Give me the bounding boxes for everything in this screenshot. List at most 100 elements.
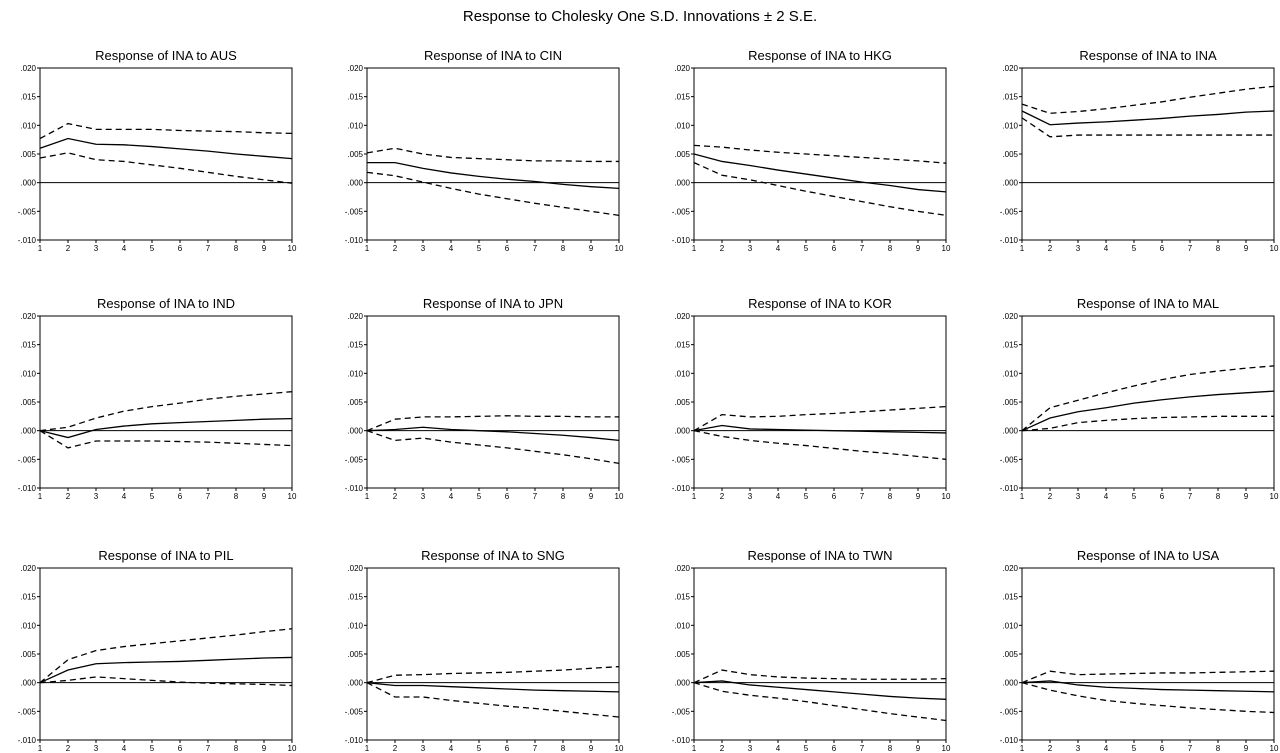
panel-7: Response of INA to KOR .020 .015 .010 .005 .0… [672, 296, 951, 501]
x-tick-label: 1 [1020, 244, 1025, 253]
x-tick-label: 6 [505, 492, 510, 501]
y-tick-label: -.005 [672, 207, 691, 216]
y-tick-label: .015 [1002, 341, 1018, 350]
x-tick-label: 1 [692, 744, 697, 753]
x-tick-label: 10 [1270, 492, 1279, 501]
x-tick-label: 2 [720, 244, 725, 253]
y-tick-label: .015 [20, 93, 36, 102]
upper-band-line [366, 147, 619, 163]
x-tick-label: 8 [561, 492, 566, 501]
x-tick-label: 9 [589, 244, 594, 253]
x-tick-label: 4 [122, 744, 127, 753]
plot-frame [693, 67, 947, 241]
lower-band-line [693, 682, 947, 722]
x-tick-label: 7 [860, 244, 865, 253]
x-tick-label: 2 [66, 492, 71, 501]
y-tick-label: .020 [1002, 312, 1018, 321]
lower-band-line [39, 152, 293, 184]
upper-band-line [366, 665, 620, 684]
y-tick-label: .015 [20, 341, 36, 350]
x-tick-label: 7 [533, 744, 538, 753]
x-tick-label: 5 [804, 744, 809, 753]
x-tick-label: 4 [1104, 492, 1109, 501]
y-tick-label: .015 [347, 341, 363, 350]
panel-8: Response of INA to MAL .020 .015 .010 .005 .0… [1000, 296, 1279, 501]
y-tick-label: .015 [20, 593, 36, 602]
plot-frame [39, 315, 293, 489]
x-tick-label: 6 [1160, 492, 1165, 501]
y-tick-label: .020 [347, 64, 363, 73]
y-tick-label: -.005 [18, 707, 37, 716]
x-tick-label: 9 [262, 244, 267, 253]
x-tick-label: 5 [150, 492, 155, 501]
y-tick-label: .015 [347, 93, 363, 102]
x-tick-label: 8 [561, 244, 566, 253]
x-tick-label: 9 [916, 744, 921, 753]
y-tick-label: .020 [674, 564, 690, 573]
plot-frame [39, 67, 293, 241]
lower-band-line [366, 171, 620, 216]
x-tick-label: 9 [1244, 744, 1249, 753]
panel-title: Response of INA to INA [1079, 48, 1217, 63]
x-tick-label: 5 [1132, 744, 1137, 753]
x-tick-label: 1 [1020, 492, 1025, 501]
upper-band-line [1021, 85, 1275, 114]
x-tick-label: 4 [1104, 744, 1109, 753]
x-tick-label: 4 [776, 244, 781, 253]
panel-4: Response of INA to INA .020 .015 .010 .005 .0… [1000, 48, 1279, 253]
x-tick-label: 2 [720, 744, 725, 753]
x-tick-label: 6 [178, 244, 183, 253]
y-tick-label: -.005 [672, 455, 691, 464]
y-tick-label: -.005 [345, 207, 364, 216]
panel-title: Response of INA to SNG [421, 548, 565, 563]
panel-title: Response of INA to CIN [424, 48, 562, 63]
x-tick-label: 9 [262, 744, 267, 753]
x-tick-label: 7 [1188, 244, 1193, 253]
panel-title: Response of INA to PIL [98, 548, 233, 563]
y-tick-label: -.010 [672, 484, 691, 493]
x-tick-label: 6 [178, 492, 183, 501]
panel-title: Response of INA to USA [1077, 548, 1220, 563]
y-tick-label: -.010 [345, 484, 364, 493]
x-tick-label: 7 [533, 492, 538, 501]
y-tick-label: .010 [20, 369, 36, 378]
x-tick-label: 6 [505, 744, 510, 753]
x-tick-label: 10 [1270, 244, 1279, 253]
x-tick-label: 5 [804, 244, 809, 253]
x-tick-label: 1 [365, 492, 370, 501]
figure-title: Response to Cholesky One S.D. Innovation… [462, 8, 818, 25]
x-tick-label: 2 [1048, 744, 1053, 753]
x-tick-label: 8 [234, 744, 239, 753]
x-tick-label: 5 [477, 244, 482, 253]
y-tick-label: .015 [347, 593, 363, 602]
x-tick-label: 7 [206, 744, 211, 753]
x-tick-label: 9 [589, 744, 594, 753]
x-tick-label: 2 [393, 492, 398, 501]
x-tick-label: 3 [94, 492, 99, 501]
lower-band-line [39, 430, 293, 449]
upper-band-line [693, 144, 947, 164]
lower-band-line [1021, 682, 1275, 714]
x-tick-label: 9 [1244, 244, 1249, 253]
y-tick-label: .020 [674, 312, 690, 321]
response-line [1021, 110, 1275, 126]
upper-band-line [366, 415, 619, 432]
x-tick-label: 3 [421, 744, 426, 753]
upper-band-line [39, 628, 293, 684]
plot-frame [366, 567, 620, 741]
x-tick-label: 10 [288, 744, 297, 753]
y-tick-label: .000 [20, 679, 36, 688]
y-tick-label: .000 [674, 179, 690, 188]
x-tick-label: 3 [1076, 244, 1081, 253]
x-tick-label: 10 [1270, 744, 1279, 753]
x-tick-label: 5 [477, 492, 482, 501]
panel-11: Response of INA to TWN .020 .015 .010 .005 .0… [672, 548, 951, 753]
lower-band-line [693, 162, 947, 216]
response-line [366, 426, 620, 442]
y-tick-label: .010 [20, 621, 36, 630]
x-tick-label: 10 [942, 492, 951, 501]
y-tick-label: .005 [1002, 150, 1018, 159]
panel-title: Response of INA to KOR [748, 296, 892, 311]
x-tick-label: 1 [692, 244, 697, 253]
panel-6: Response of INA to JPN .020 .015 .010 .005 .0… [345, 296, 624, 501]
